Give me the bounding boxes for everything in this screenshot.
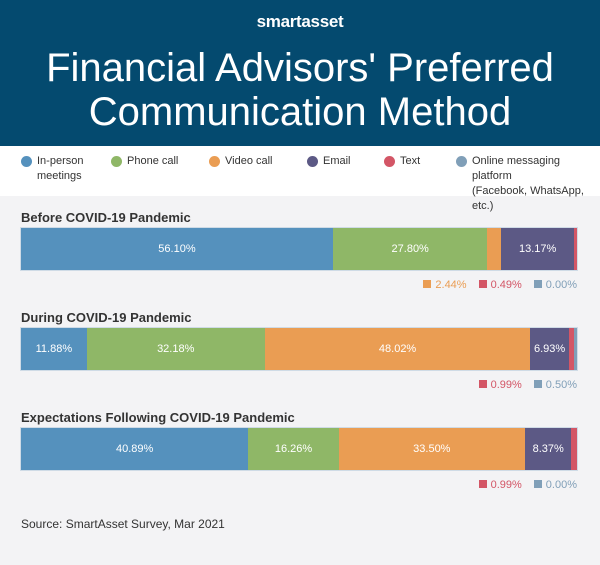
legend-dot-icon [21, 156, 32, 167]
bar-segment: 27.80% [332, 228, 488, 270]
bar-segment [571, 428, 577, 470]
legend-item: Phone call [111, 154, 178, 169]
legend-label: Text [400, 155, 421, 167]
bar-segment: 32.18% [86, 328, 265, 370]
bar-segment: 13.17% [501, 228, 575, 270]
outside-labels: 0.99% 0.00% [478, 479, 577, 491]
outside-labels: 0.99% 0.50% [478, 379, 577, 391]
bar-segment: 48.02% [264, 328, 531, 370]
legend: In-person meetings Phone call Video call Ema… [0, 146, 600, 212]
section-title: Expectations Following COVID-19 Pandemic [21, 410, 295, 425]
legend-label: meetings [37, 170, 82, 182]
bar-segment [487, 228, 502, 270]
bar-segment: 33.50% [338, 428, 525, 470]
legend-label: Email [323, 155, 351, 167]
bar-segment: 11.88% [21, 328, 87, 370]
data-label-text: 0.50% [545, 379, 577, 391]
section-title: Before COVID-19 Pandemic [21, 210, 191, 225]
bar-segment: 56.10% [21, 228, 333, 270]
bar-segment: 6.93% [530, 328, 569, 370]
outside-data-label: 0.00% [533, 479, 577, 491]
legend-dot-icon [111, 156, 122, 167]
data-label-text: 0.49% [490, 279, 522, 291]
outside-data-label: 0.50% [533, 379, 577, 391]
stacked-bar: 56.10% 27.80% 13.17% [20, 227, 578, 271]
data-label-text: 0.99% [490, 479, 522, 491]
smartasset-logo: smartasset [256, 12, 344, 31]
chart-title: Financial Advisors' Preferred Communicat… [46, 46, 554, 134]
legend-dot-icon [384, 156, 395, 167]
legend-dot-icon [456, 156, 467, 167]
data-label-text: 0.99% [490, 379, 522, 391]
legend-dot-icon [209, 156, 220, 167]
legend-item: Online messaging platform (Facebook, What… [456, 154, 600, 214]
legend-label: Online messaging platform [472, 155, 561, 182]
legend-square-icon [533, 280, 542, 288]
header: smartasset Financial Advisors' Preferred… [0, 0, 600, 146]
legend-dot-icon [307, 156, 318, 167]
legend-label: Phone call [127, 155, 179, 167]
stacked-bar: 11.88% 32.18% 48.02% 6.93% [20, 327, 578, 371]
legend-square-icon [478, 380, 487, 388]
legend-label: In-person [37, 155, 84, 167]
legend-square-icon [423, 280, 432, 288]
legend-item: Email [307, 154, 351, 169]
outside-data-label: 0.00% [533, 279, 577, 291]
legend-square-icon [533, 380, 542, 388]
legend-item: Video call [209, 154, 273, 169]
legend-square-icon [478, 280, 487, 288]
bar-segment: 16.26% [248, 428, 339, 470]
legend-square-icon [478, 480, 487, 488]
legend-label: Video call [225, 155, 273, 167]
bar-segment: 40.89% [21, 428, 249, 470]
section-title: During COVID-19 Pandemic [21, 310, 192, 325]
bar-segment: 8.37% [524, 428, 572, 470]
bar-segment [574, 228, 577, 270]
outside-data-label: 0.99% [478, 479, 522, 491]
source-note: Source: SmartAsset Survey, Mar 2021 [21, 517, 225, 531]
bar-segment [568, 328, 575, 370]
stacked-bar: 40.89% 16.26% 33.50% 8.37% [20, 427, 578, 471]
outside-data-label: 0.99% [478, 379, 522, 391]
legend-item: Text [384, 154, 420, 169]
data-label-text: 2.44% [435, 279, 467, 291]
outside-data-label: 0.49% [478, 279, 522, 291]
outside-data-label: 2.44% [423, 279, 467, 291]
data-label-text: 0.00% [545, 279, 577, 291]
outside-labels: 2.44% 0.49% 0.00% [423, 279, 577, 291]
data-label-text: 0.00% [545, 479, 577, 491]
legend-square-icon [533, 480, 542, 488]
legend-label: (Facebook, WhatsApp, etc.) [472, 185, 584, 212]
legend-item: In-person meetings [21, 154, 83, 184]
bar-segment [574, 328, 577, 370]
